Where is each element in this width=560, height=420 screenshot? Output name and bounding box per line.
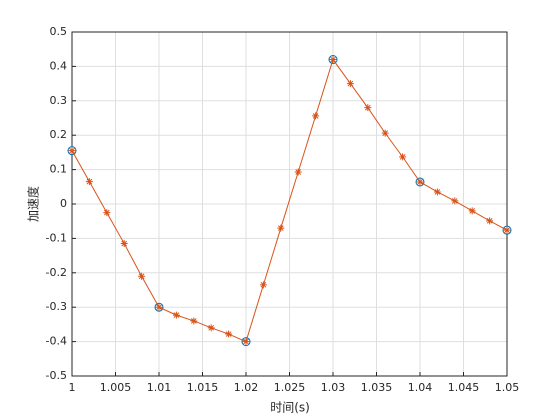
x-tick-label: 1.01	[147, 381, 172, 394]
x-tick-label: 1.03	[321, 381, 346, 394]
marker	[329, 56, 337, 64]
x-tick-label: 1.04	[408, 381, 433, 394]
marker	[416, 178, 424, 186]
marker	[225, 330, 233, 338]
x-tick-label: 1.05	[495, 381, 520, 394]
y-tick-label: -0.2	[46, 266, 67, 279]
marker	[68, 147, 76, 155]
x-tick-label: 1.035	[361, 381, 393, 394]
marker	[154, 302, 164, 312]
y-axis-label: 加速度	[26, 186, 41, 222]
marker	[381, 129, 389, 137]
marker	[242, 338, 250, 346]
marker	[364, 104, 372, 112]
x-tick-label: 1.025	[274, 381, 306, 394]
x-tick-label: 1.02	[234, 381, 259, 394]
marker	[312, 112, 320, 120]
marker	[433, 188, 441, 196]
marker	[468, 207, 476, 215]
marker	[138, 272, 146, 280]
y-tick-label: -0.3	[46, 300, 67, 313]
x-axis-label: 时间(s)	[270, 401, 310, 415]
marker	[277, 224, 285, 232]
x-tick-label: 1.005	[100, 381, 132, 394]
y-tick-label: 0.1	[50, 163, 68, 176]
y-tick-label: 0.2	[50, 128, 68, 141]
marker	[451, 197, 459, 205]
y-tick-label: -0.5	[46, 369, 67, 382]
x-tick-label: 1.015	[187, 381, 219, 394]
marker	[85, 178, 93, 186]
marker	[241, 337, 251, 347]
marker	[502, 225, 512, 235]
marker	[172, 311, 180, 319]
marker	[486, 217, 494, 225]
y-tick-label: -0.1	[46, 231, 67, 244]
marker	[346, 80, 354, 88]
y-tick-label: 0	[60, 197, 67, 210]
marker	[415, 177, 425, 187]
x-tick-label: 1	[69, 381, 76, 394]
series-line	[71, 58, 508, 343]
marker	[207, 324, 215, 332]
y-tick-label: -0.4	[46, 335, 67, 348]
y-tick-label: 0.3	[50, 94, 68, 107]
marker	[155, 303, 163, 311]
marker	[120, 240, 128, 248]
marker	[294, 168, 302, 176]
marker	[328, 55, 338, 65]
y-tick-label: 0.4	[50, 59, 68, 72]
axes-box	[71, 31, 508, 377]
x-tick-label: 1.045	[448, 381, 480, 394]
y-tick-label: 0.5	[50, 25, 68, 38]
marker	[503, 226, 511, 234]
marker	[399, 153, 407, 161]
marker	[259, 281, 267, 289]
marker	[103, 209, 111, 217]
marker	[67, 146, 77, 156]
marker	[190, 317, 198, 325]
